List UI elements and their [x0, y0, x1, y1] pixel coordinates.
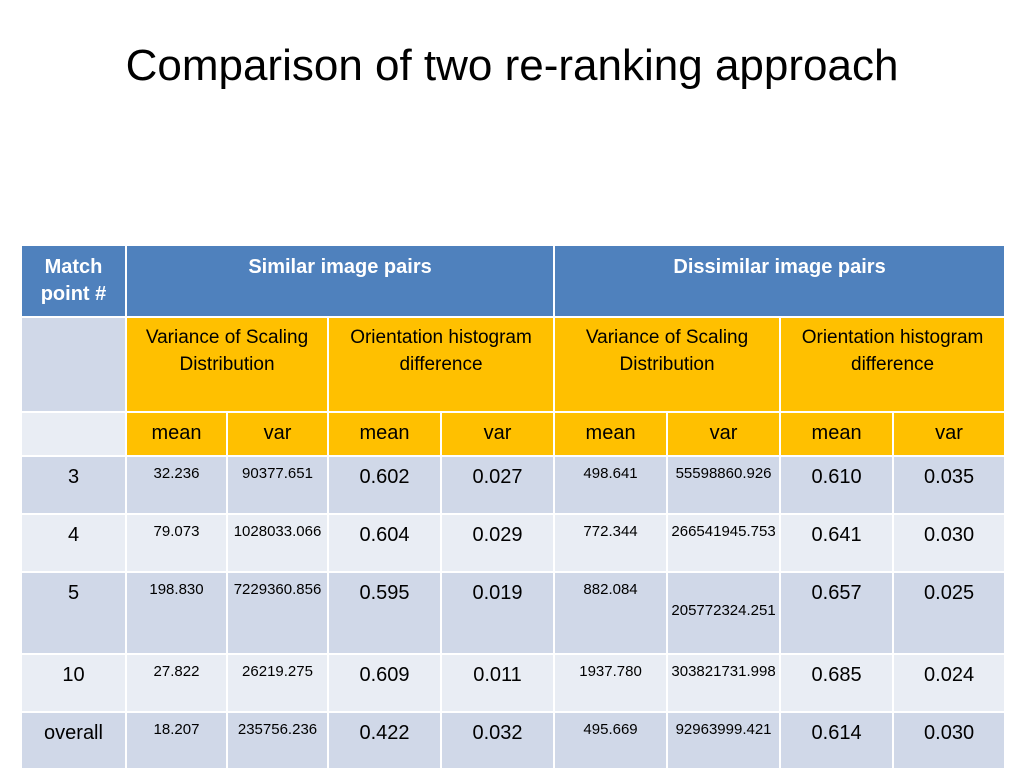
dissimilar-scale-var: 92963999.421	[666, 711, 782, 768]
slide-title: Comparison of two re-ranking approach	[125, 41, 899, 90]
similar-orient-var: 0.027	[439, 455, 556, 515]
match-point-label: overall	[20, 711, 127, 768]
similar-orient-mean: 0.595	[327, 571, 442, 655]
similar-scale-mean: 198.830	[125, 571, 228, 655]
table-row: 4 79.073 1028033.066 0.604 0.029 772.344…	[20, 513, 1007, 573]
similar-orient-mean: 0.604	[327, 513, 442, 573]
dissimilar-orient-mean: 0.614	[779, 711, 895, 768]
dissimilar-orient-var: 0.024	[892, 653, 1007, 713]
similar-orient-var: 0.032	[439, 711, 556, 768]
match-point-label: 10	[20, 653, 127, 713]
similar-scale-var: 1028033.066	[226, 513, 329, 573]
similar-scale-mean: 18.207	[125, 711, 228, 768]
dissimilar-orient-mean: 0.657	[779, 571, 895, 655]
match-point-header: Match point #	[20, 244, 127, 318]
dissimilar-scale-var: 266541945.753	[666, 513, 782, 573]
dissimilar-orient-var: 0.035	[892, 455, 1007, 515]
stat-mean-header: mean	[779, 411, 895, 457]
similar-scale-var: 7229360.856	[226, 571, 329, 655]
stat-mean-header: mean	[327, 411, 442, 457]
dissimilar-orientation-header: Orientation histogram difference	[779, 316, 1007, 413]
dissimilar-scale-mean: 1937.780	[553, 653, 669, 713]
header-row: Match point # Similar image pairs Dissim…	[20, 244, 1007, 318]
similar-orient-var: 0.011	[439, 653, 556, 713]
similar-orient-mean: 0.422	[327, 711, 442, 768]
match-point-label: 3	[20, 455, 127, 515]
dissimilar-orient-mean: 0.610	[779, 455, 895, 515]
dissimilar-scale-var: 205772324.251	[666, 571, 782, 655]
table-row: overall 18.207 235756.236 0.422 0.032 49…	[20, 711, 1007, 768]
match-point-label: 5	[20, 571, 127, 655]
similar-orient-var: 0.019	[439, 571, 556, 655]
stat-var-header: var	[439, 411, 556, 457]
dissimilar-orient-var: 0.025	[892, 571, 1007, 655]
stat-var-header: var	[226, 411, 329, 457]
dissimilar-scale-mean: 498.641	[553, 455, 669, 515]
stat-mean-header: mean	[125, 411, 228, 457]
subheader-row: Variance of Scaling Distribution Orienta…	[20, 316, 1007, 413]
dissimilar-orient-mean: 0.641	[779, 513, 895, 573]
table-row: 5 198.830 7229360.856 0.595 0.019 882.08…	[20, 571, 1007, 655]
stat-var-header: var	[666, 411, 782, 457]
stats-header-row: mean var mean var mean var mean var	[20, 411, 1007, 457]
empty-header-cell	[20, 316, 127, 413]
dissimilar-scale-mean: 882.084	[553, 571, 669, 655]
comparison-table: Match point # Similar image pairs Dissim…	[20, 244, 1007, 768]
similar-orient-mean: 0.602	[327, 455, 442, 515]
similar-scale-mean: 27.822	[125, 653, 228, 713]
similar-scale-mean: 32.236	[125, 455, 228, 515]
dissimilar-pairs-header: Dissimilar image pairs	[553, 244, 1007, 318]
similar-scale-var: 90377.651	[226, 455, 329, 515]
similar-scale-mean: 79.073	[125, 513, 228, 573]
table-row: 10 27.822 26219.275 0.609 0.011 1937.780…	[20, 653, 1007, 713]
similar-scale-var: 26219.275	[226, 653, 329, 713]
dissimilar-scaling-variance-header: Variance of Scaling Distribution	[553, 316, 782, 413]
similar-orientation-header: Orientation histogram difference	[326, 316, 556, 413]
dissimilar-orient-mean: 0.685	[779, 653, 895, 713]
dissimilar-scale-var: 303821731.998	[666, 653, 782, 713]
match-point-label: 4	[20, 513, 127, 573]
dissimilar-orient-var: 0.030	[892, 711, 1007, 768]
similar-orient-mean: 0.609	[327, 653, 442, 713]
dissimilar-orient-var: 0.030	[892, 513, 1007, 573]
empty-stats-cell	[20, 411, 127, 457]
dissimilar-scale-mean: 772.344	[553, 513, 669, 573]
similar-pairs-header: Similar image pairs	[124, 244, 556, 318]
dissimilar-scale-mean: 495.669	[553, 711, 669, 768]
similar-scale-var: 235756.236	[226, 711, 329, 768]
similar-orient-var: 0.029	[439, 513, 556, 573]
stat-var-header: var	[892, 411, 1007, 457]
table-row: 3 32.236 90377.651 0.602 0.027 498.641 5…	[20, 455, 1007, 515]
similar-scaling-variance-header: Variance of Scaling Distribution	[125, 316, 329, 413]
dissimilar-scale-var: 55598860.926	[666, 455, 782, 515]
stat-mean-header: mean	[553, 411, 669, 457]
